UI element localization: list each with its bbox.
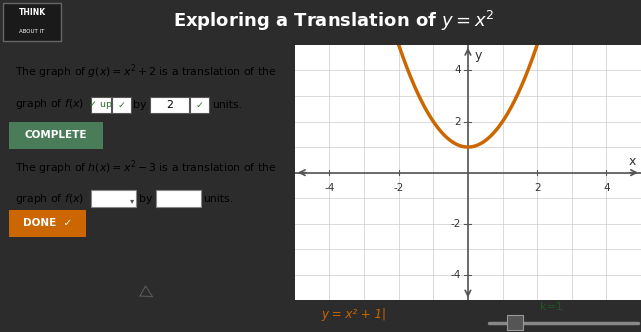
Text: DONE  ✓: DONE ✓	[22, 218, 72, 228]
Text: -4: -4	[324, 183, 335, 193]
Text: ▷: ▷	[137, 284, 158, 305]
Text: ✓ up: ✓ up	[89, 101, 112, 110]
FancyBboxPatch shape	[190, 97, 210, 113]
Text: ✓: ✓	[196, 101, 204, 110]
Text: 2: 2	[454, 117, 461, 126]
Text: -4: -4	[451, 270, 461, 280]
Text: ▾: ▾	[130, 196, 134, 205]
Text: by: by	[138, 194, 152, 204]
Text: units.: units.	[203, 194, 233, 204]
FancyBboxPatch shape	[3, 3, 61, 41]
Text: 2: 2	[166, 100, 173, 110]
FancyBboxPatch shape	[9, 122, 103, 149]
Text: ABOUT IT: ABOUT IT	[19, 29, 45, 34]
FancyBboxPatch shape	[9, 210, 85, 237]
Text: 2: 2	[534, 183, 540, 193]
Text: x: x	[628, 155, 636, 168]
Text: graph of $f(x)$: graph of $f(x)$	[15, 192, 84, 206]
FancyBboxPatch shape	[506, 315, 522, 330]
Text: y: y	[474, 49, 481, 62]
Text: The graph of $h(x) = x^2 - 3$ is a translation of the: The graph of $h(x) = x^2 - 3$ is a trans…	[15, 158, 276, 177]
Text: 4: 4	[454, 65, 461, 75]
Text: Exploring a Translation of $y = x^2$: Exploring a Translation of $y = x^2$	[172, 9, 494, 33]
Text: y = x² + 1|: y = x² + 1|	[321, 308, 387, 321]
Text: -2: -2	[451, 219, 461, 229]
Text: -2: -2	[394, 183, 404, 193]
Text: THINK: THINK	[19, 8, 46, 17]
Text: graph of $f(x)$: graph of $f(x)$	[15, 97, 84, 111]
Text: COMPLETE: COMPLETE	[25, 130, 87, 140]
FancyBboxPatch shape	[151, 97, 188, 113]
Text: by: by	[133, 100, 146, 110]
Text: 4: 4	[603, 183, 610, 193]
Text: units.: units.	[212, 100, 242, 110]
FancyBboxPatch shape	[156, 190, 201, 207]
FancyBboxPatch shape	[92, 97, 111, 113]
Text: The graph of $g(x) = x^2 + 2$ is a translation of the: The graph of $g(x) = x^2 + 2$ is a trans…	[15, 63, 276, 81]
FancyBboxPatch shape	[92, 190, 136, 207]
FancyBboxPatch shape	[112, 97, 131, 113]
Text: ✓: ✓	[117, 101, 126, 110]
Text: k=1: k=1	[540, 302, 562, 312]
